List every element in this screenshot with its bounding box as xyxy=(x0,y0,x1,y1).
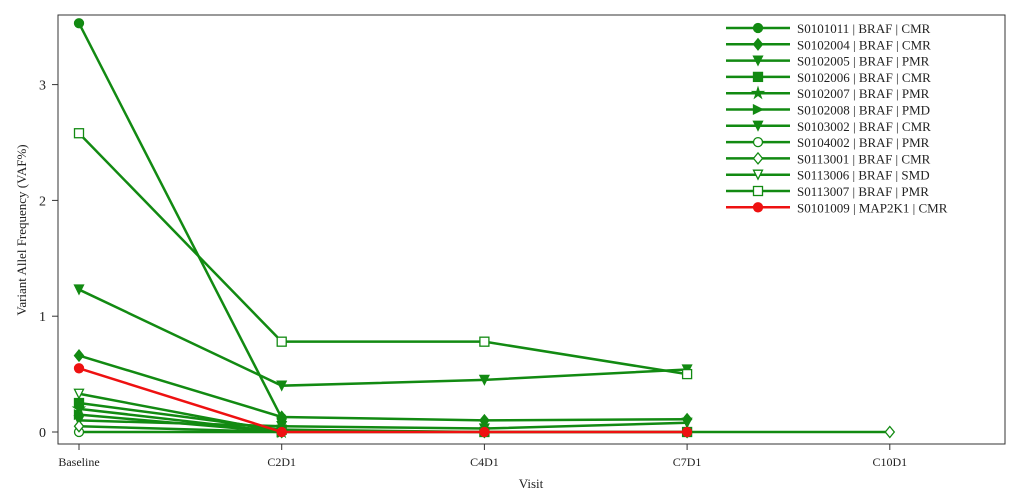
series-10 xyxy=(73,128,693,380)
legend-item: S0104002 | BRAF | PMR xyxy=(726,135,930,150)
data-point xyxy=(479,426,490,438)
data-point xyxy=(681,417,693,429)
series-line xyxy=(78,132,688,376)
legend-label: S0113006 | BRAF | SMD xyxy=(797,168,930,183)
legend-marker xyxy=(752,120,764,132)
series-2 xyxy=(73,284,693,392)
data-point xyxy=(478,374,490,386)
legend-label: S0102005 | BRAF | PMR xyxy=(797,54,930,69)
x-tick-label: C4D1 xyxy=(470,455,499,469)
legend-item: S0103002 | BRAF | CMR xyxy=(726,119,931,134)
legend-marker xyxy=(752,136,764,148)
data-point xyxy=(884,425,896,439)
legend-item: S0102005 | BRAF | PMR xyxy=(726,54,930,69)
legend-label: S0113001 | BRAF | CMR xyxy=(797,151,931,166)
y-tick-label: 2 xyxy=(39,194,46,209)
data-point xyxy=(73,18,85,29)
legend-marker xyxy=(750,85,766,100)
legend-marker xyxy=(752,37,764,51)
legend-item: S0113001 | BRAF | CMR xyxy=(726,151,931,166)
legend-item: S0102004 | BRAF | CMR xyxy=(726,37,931,52)
series-line xyxy=(78,288,688,387)
legend-marker xyxy=(752,151,764,165)
legend-item: S0113007 | BRAF | PMR xyxy=(726,184,929,199)
legend-marker xyxy=(752,71,764,83)
series-line xyxy=(78,367,688,434)
legend-marker xyxy=(752,22,764,34)
data-point xyxy=(479,336,490,347)
series-line xyxy=(78,419,688,430)
y-tick-label: 3 xyxy=(39,79,46,94)
legend-marker xyxy=(752,103,764,116)
data-point xyxy=(276,380,288,392)
legend-item: S0102008 | BRAF | PMD xyxy=(726,103,930,118)
data-point xyxy=(73,388,85,400)
data-point xyxy=(681,368,693,380)
legend-marker xyxy=(752,169,764,181)
x-tick-label: Baseline xyxy=(58,455,99,469)
legend-label: S0103002 | BRAF | CMR xyxy=(797,119,931,134)
data-point xyxy=(73,419,85,433)
data-point xyxy=(73,284,85,296)
x-tick-label: C7D1 xyxy=(673,455,702,469)
y-tick-label: 0 xyxy=(39,426,46,441)
legend-label: S0102007 | BRAF | PMR xyxy=(797,86,930,101)
y-axis: 0 1 2 3 xyxy=(39,79,58,441)
legend-item: S0101011 | BRAF | CMR xyxy=(726,21,931,36)
series-11 xyxy=(73,363,693,438)
legend-label: S0102008 | BRAF | PMD xyxy=(797,103,930,118)
legend-marker xyxy=(752,55,764,67)
legend-marker xyxy=(752,202,764,213)
data-point xyxy=(71,401,87,416)
legend-label: S0101009 | MAP2K1 | CMR xyxy=(797,200,948,215)
data-point xyxy=(73,128,85,139)
y-axis-label: Variant Allel Frequency (VAF%) xyxy=(14,144,29,315)
legend-label: S0113007 | BRAF | PMR xyxy=(797,184,929,199)
x-axis-label: Visit xyxy=(519,476,544,491)
data-point xyxy=(276,426,287,438)
data-point xyxy=(681,426,693,438)
legend-label: S0102004 | BRAF | CMR xyxy=(797,37,931,52)
data-point xyxy=(73,363,85,374)
series-line xyxy=(77,22,283,419)
legend-label: S0104002 | BRAF | PMR xyxy=(797,135,930,150)
data-point xyxy=(276,336,287,347)
x-tick-label: C2D1 xyxy=(267,455,296,469)
legend-label: S0102006 | BRAF | CMR xyxy=(797,70,931,85)
legend-item: S0102006 | BRAF | CMR xyxy=(726,70,931,85)
series-line xyxy=(78,354,688,422)
x-axis: Baseline C2D1 C4D1 C7D1 C10D1 xyxy=(58,444,907,469)
x-tick-label: C10D1 xyxy=(872,455,907,469)
series-line xyxy=(78,392,282,434)
y-tick-label: 1 xyxy=(39,310,46,325)
legend-item: S0113006 | BRAF | SMD xyxy=(726,168,930,183)
series-0 xyxy=(73,18,287,424)
plot-frame xyxy=(57,14,1006,445)
legend-marker xyxy=(752,185,764,197)
legend-item: S0101009 | MAP2K1 | CMR xyxy=(726,200,948,215)
legend-item: S0102007 | BRAF | PMR xyxy=(726,85,930,101)
data-point xyxy=(73,349,85,363)
legend-label: S0101011 | BRAF | CMR xyxy=(797,21,931,36)
series-lines xyxy=(71,18,896,439)
